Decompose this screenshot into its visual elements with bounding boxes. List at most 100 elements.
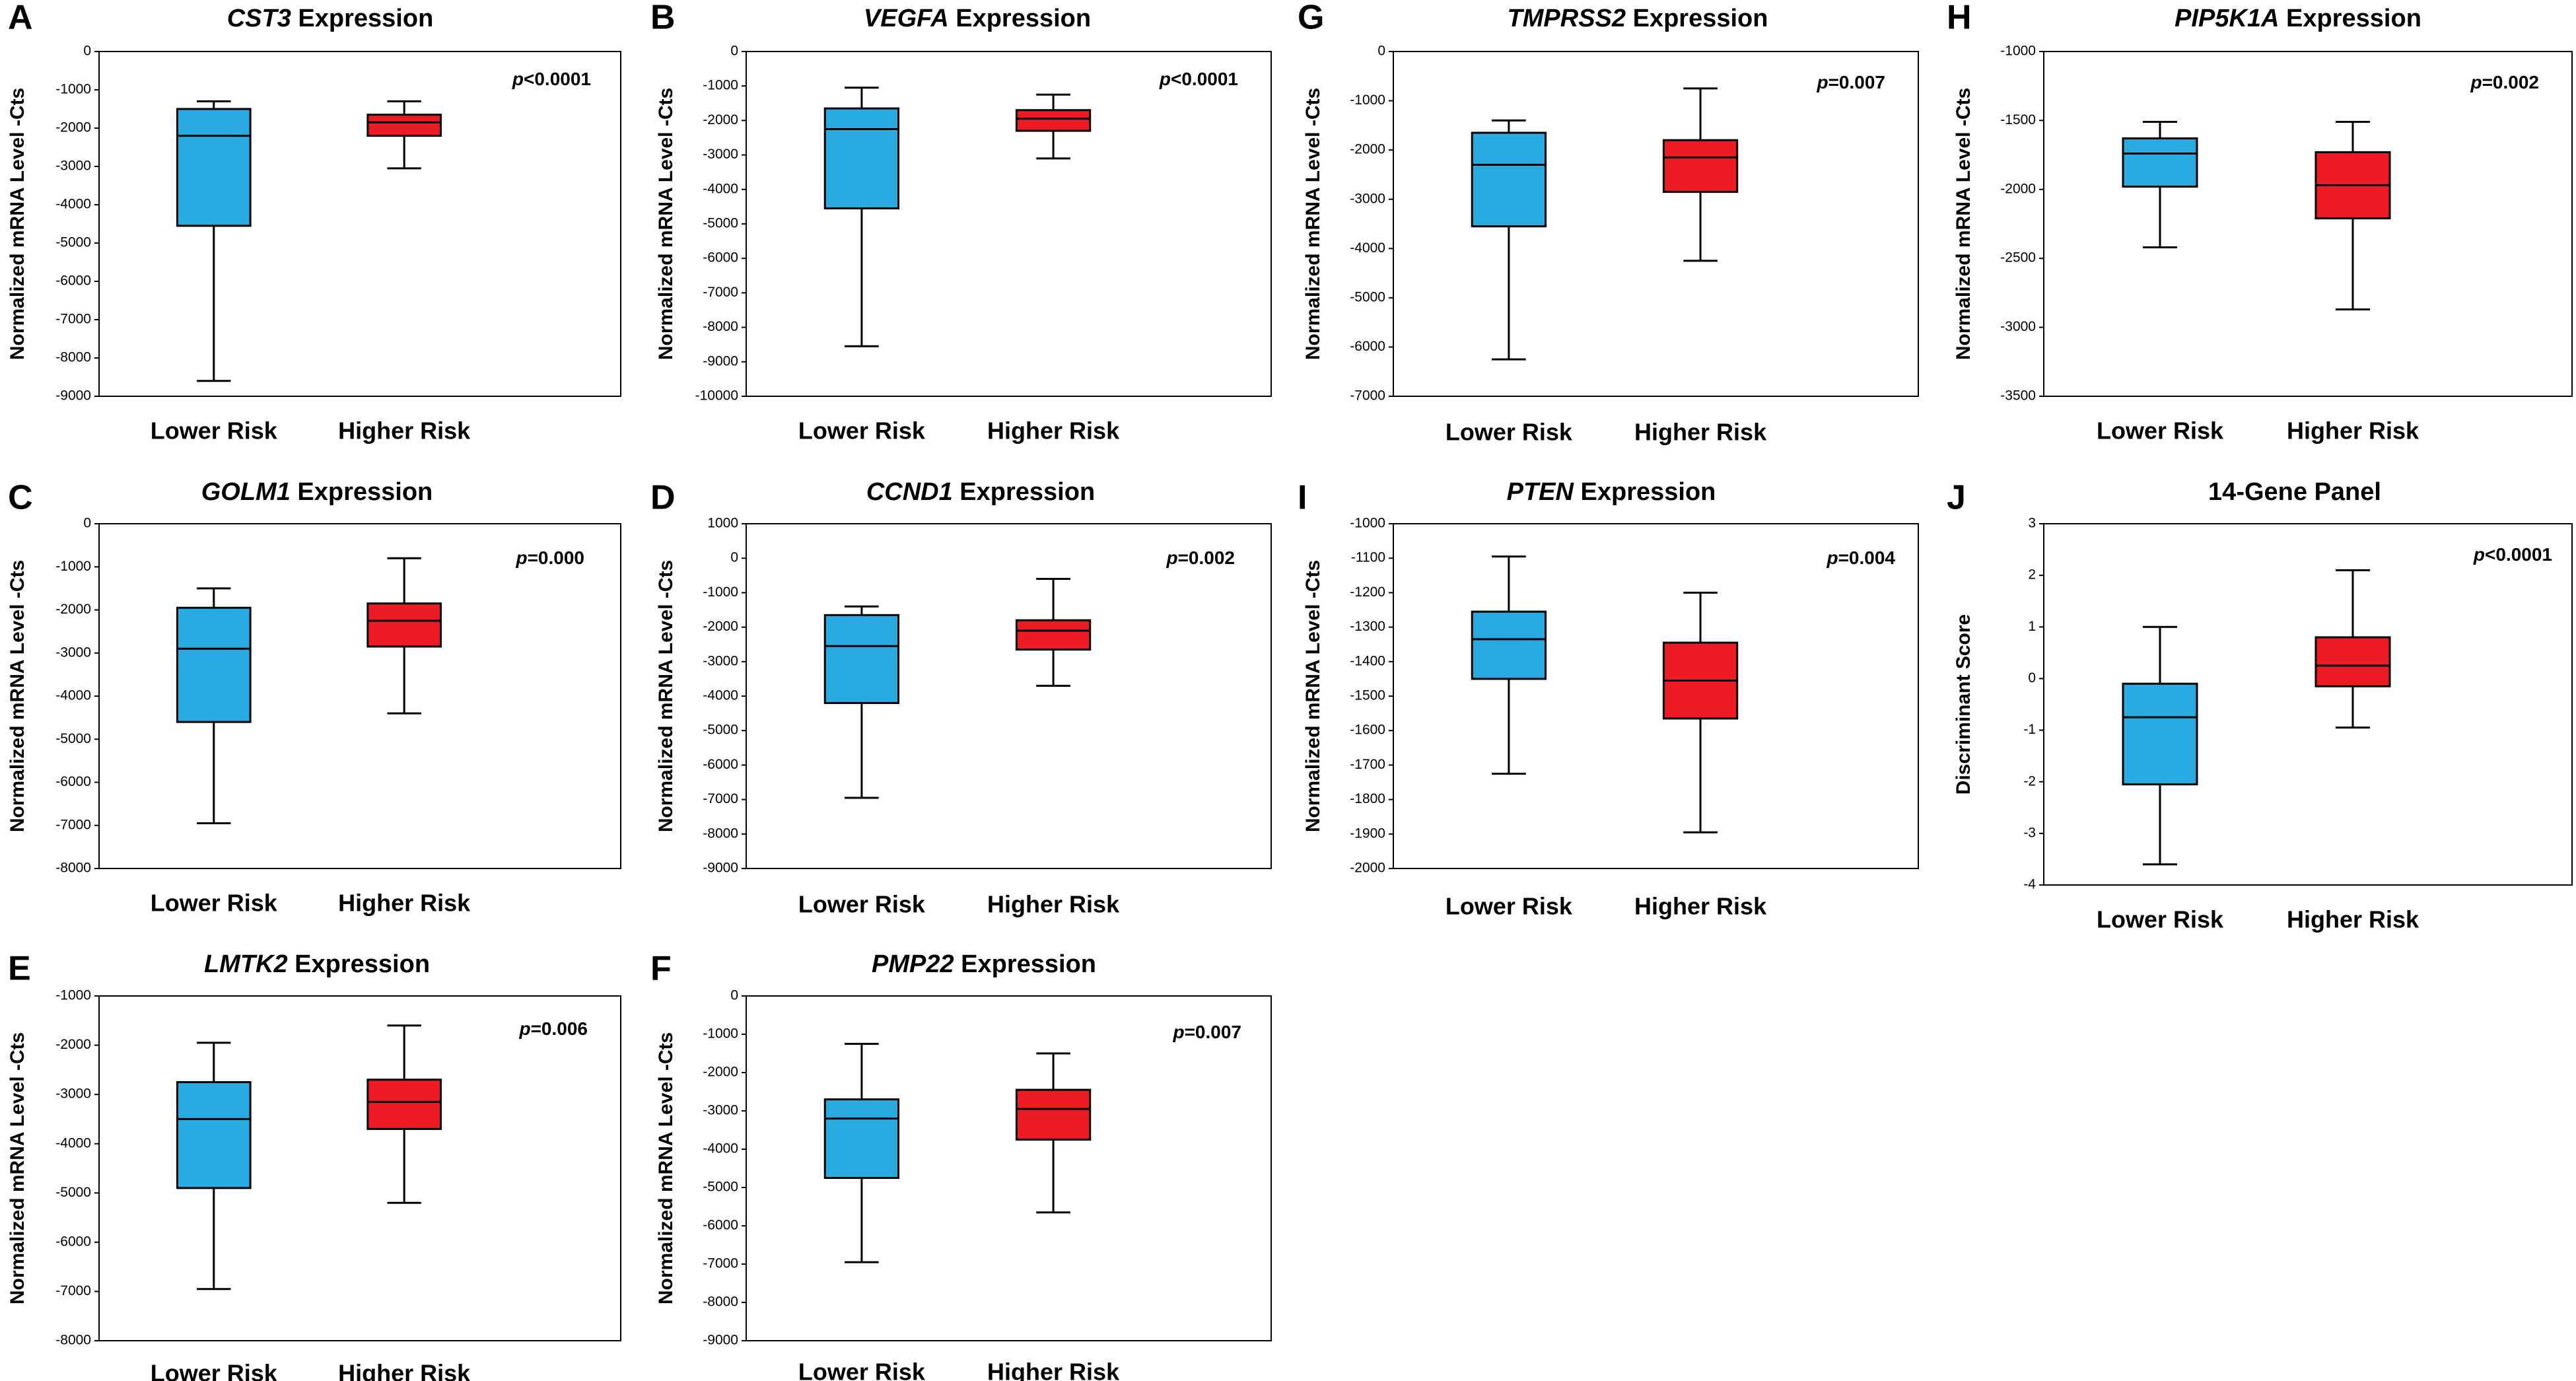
gene-name: CST3 [227, 5, 291, 32]
title-suffix: Expression [291, 5, 433, 32]
category-label: Higher Risk [987, 417, 1120, 444]
panel-letter: G [1298, 0, 1324, 37]
iqr-box [823, 614, 900, 704]
y-tick-label: -8000 [703, 319, 738, 334]
y-tick-label: -2000 [55, 602, 91, 617]
panel-letter: F [650, 950, 672, 988]
box-lower-risk [823, 605, 900, 799]
plot-frame [2043, 51, 2573, 397]
panel-letter: E [8, 950, 31, 988]
y-tick-label: -1200 [1350, 584, 1385, 600]
box-lower-risk [2122, 625, 2198, 866]
box-higher-risk [2315, 569, 2391, 729]
p-symbol: p [515, 548, 527, 568]
iqr-box [823, 1098, 900, 1179]
iqr-box [823, 107, 900, 210]
y-tick-label: -1000 [703, 584, 738, 600]
y-tick-label: 0 [730, 988, 738, 1003]
panel-c: C GOLM1 Expression 0 -1000 -2000 -3000 -4000 -5… [7, 478, 621, 917]
box-higher-risk [1015, 93, 1092, 160]
category-label: Lower Risk [2097, 417, 2224, 444]
category-label: Lower Risk [798, 417, 926, 444]
y-axis-label: Normalized mRNA Level -Cts [1302, 560, 1324, 832]
p-number: =0.006 [531, 1018, 588, 1039]
iqr-box [1662, 139, 1739, 194]
p-value: p=0.007 [1816, 72, 1885, 92]
y-tick-label: -6000 [703, 1218, 738, 1233]
title-suffix: Expression [288, 950, 430, 978]
y-tick-label: -3000 [55, 645, 91, 660]
y-tick-label: -9000 [703, 861, 738, 876]
panel-title: PIP5K1A Expression [2175, 5, 2421, 32]
y-tick-label: -2000 [1350, 142, 1385, 157]
y-tick-label: 0 [730, 550, 738, 565]
panel-title: PMP22 Expression [872, 950, 1096, 978]
panel-letter: I [1298, 479, 1307, 517]
y-tick-label: -8000 [55, 1333, 91, 1348]
y-tick-label: -1 [2023, 722, 2036, 737]
y-tick-label: -1000 [1350, 516, 1385, 531]
gene-name: TMPRSS2 [1508, 5, 1626, 32]
panel-j: J 14-Gene Panel 3 2 1 0 -1 -2 -3 -4 Discriminant S… [1947, 478, 2573, 933]
p-value: p=0.002 [2470, 72, 2539, 92]
y-tick-label: -6000 [55, 1234, 91, 1249]
iqr-box [2122, 137, 2198, 188]
box-higher-risk [366, 100, 442, 170]
category-label: Higher Risk [987, 891, 1120, 918]
iqr-box [1015, 1088, 1092, 1141]
y-tick-label: -3500 [2000, 388, 2036, 404]
y-axis-label: Normalized mRNA Level -Cts [7, 560, 28, 832]
iqr-box [176, 1081, 252, 1189]
p-symbol: p [1159, 69, 1171, 89]
title-suffix: Expression [291, 478, 433, 506]
y-axis-label: Normalized mRNA Level -Cts [7, 1032, 28, 1304]
y-tick-label: -6000 [55, 273, 91, 289]
category-label: Higher Risk [1634, 893, 1767, 920]
y-tick-label: -1000 [2000, 44, 2036, 59]
y-tick-label: -4000 [703, 1141, 738, 1156]
y-tick-label: -2500 [2000, 250, 2036, 266]
panel-title: VEGFA Expression [864, 5, 1091, 32]
box-lower-risk [1471, 555, 1547, 775]
p-symbol: p [1826, 548, 1838, 568]
title-suffix: Expression [1574, 478, 1716, 506]
y-tick-label: -8000 [703, 1294, 738, 1310]
panel-d: D CCND1 Expression 1000 0 -1000 -2000 -3000 -40… [650, 478, 1272, 918]
panel-title: TMPRSS2 Expression [1508, 5, 1768, 32]
panel-title: 14-Gene Panel [2208, 478, 2381, 506]
y-tick-label: -3000 [703, 147, 738, 162]
p-value: p<0.0001 [512, 69, 591, 89]
y-tick-label: -2000 [1350, 861, 1385, 876]
y-tick-label: -1800 [1350, 791, 1385, 806]
category-label: Lower Risk [151, 890, 278, 917]
gene-name: PIP5K1A [2175, 5, 2279, 32]
gene-name: LMTK2 [204, 950, 288, 978]
plot-frame [746, 51, 1272, 397]
iqr-box [366, 1079, 442, 1130]
p-value: p<0.0001 [2473, 544, 2552, 565]
y-tick-label: -3000 [55, 1086, 91, 1102]
p-value: p<0.0001 [1159, 69, 1238, 89]
y-tick-label: -1000 [1350, 92, 1385, 108]
y-tick-label: -3000 [2000, 319, 2036, 334]
panel-f: F PMP22 Expression 0 -1000 -2000 -3000 -4000 -5… [650, 950, 1272, 1381]
panel-g: G TMPRSS2 Expression 0 -1000 -2000 -3000 -4000… [1298, 0, 1919, 446]
y-tick-label: -1300 [1350, 619, 1385, 634]
title-suffix: Expression [949, 5, 1091, 32]
y-tick-label: 3 [2028, 516, 2036, 531]
iqr-box [1471, 610, 1547, 680]
y-tick-label: -2 [2023, 773, 2036, 789]
panel-letter: B [650, 0, 676, 37]
box-higher-risk [366, 1024, 442, 1204]
box-higher-risk [1015, 578, 1092, 687]
panel-letter: A [8, 0, 33, 37]
p-value: p=0.006 [518, 1018, 588, 1039]
y-tick-label: -7000 [1350, 388, 1385, 404]
y-tick-label: -5000 [55, 235, 91, 250]
y-tick-label: -2000 [55, 120, 91, 135]
category-label: Lower Risk [1445, 419, 1573, 446]
box-lower-risk [2122, 120, 2198, 248]
iqr-box [176, 606, 252, 723]
y-tick-label: -7000 [703, 791, 738, 806]
box-higher-risk [1015, 1052, 1092, 1214]
